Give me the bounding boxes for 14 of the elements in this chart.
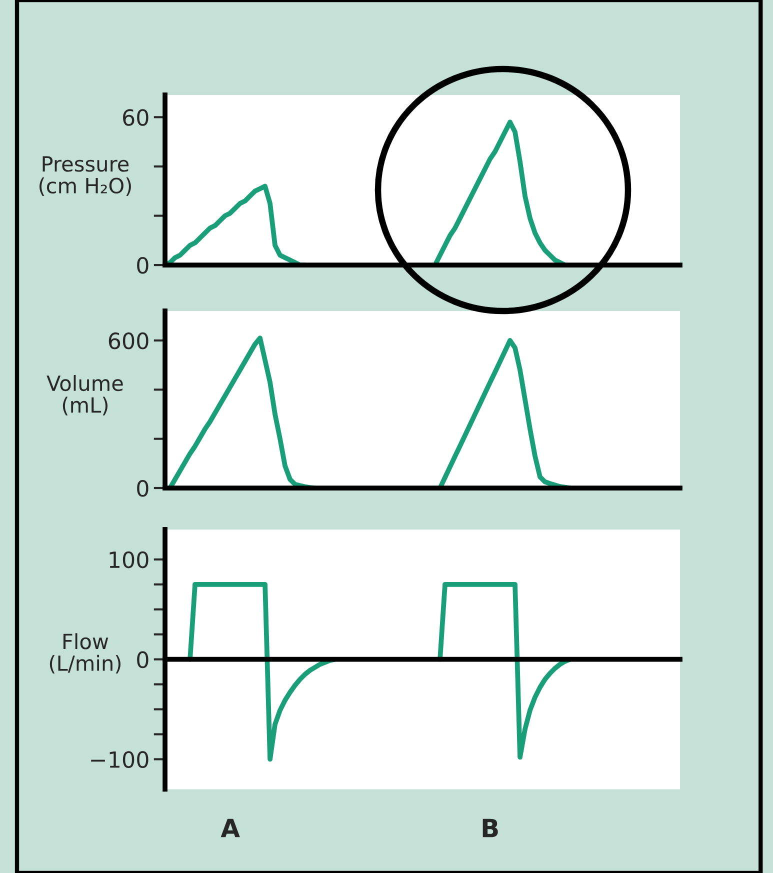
y-tick-label: 0 — [137, 651, 148, 668]
y-axis-title: Pressure (cm H₂O) — [39, 156, 131, 196]
y-tick-label: 0 — [137, 480, 148, 497]
y-tick-label: 60 — [123, 109, 148, 126]
line-series — [432, 120, 568, 266]
y-axis-title: Volume (mL) — [46, 374, 123, 416]
y-tick-label: −100 — [91, 751, 148, 768]
line-series — [438, 582, 572, 760]
y-tick-label: 0 — [137, 256, 148, 274]
y-tick-label: 600 — [108, 332, 148, 350]
text: B — [482, 818, 498, 838]
text: A — [220, 818, 240, 838]
y-tick-label: 100 — [110, 551, 148, 568]
y-axis-title: Flow (L/min) — [50, 633, 121, 674]
